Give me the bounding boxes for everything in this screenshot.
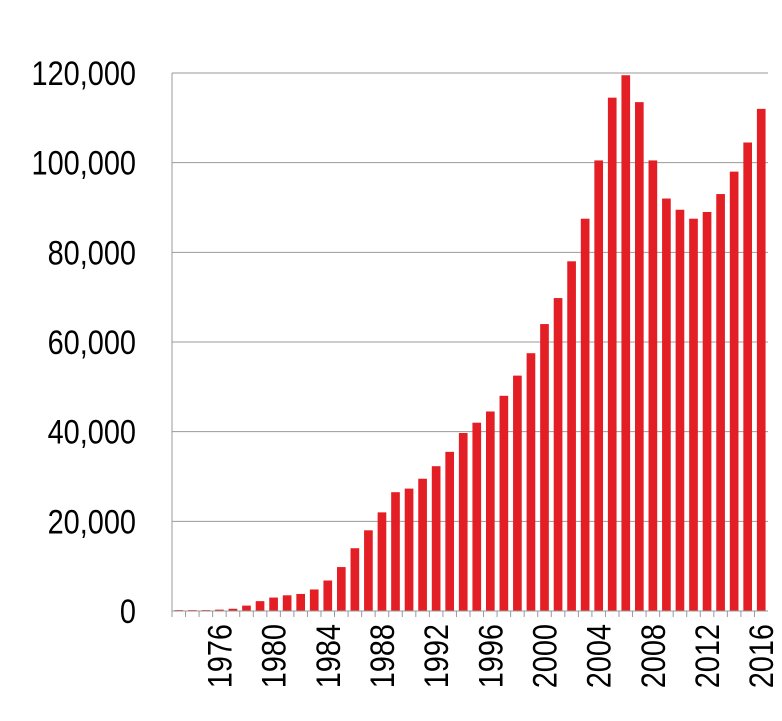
bar bbox=[215, 609, 224, 611]
y-tick-label: 20,000 bbox=[48, 502, 136, 541]
x-tick-label: 1976 bbox=[200, 624, 239, 688]
bar bbox=[472, 422, 482, 611]
bar bbox=[485, 411, 495, 611]
x-tick-label: 2004 bbox=[579, 624, 618, 688]
bar bbox=[716, 194, 725, 612]
bar bbox=[594, 160, 604, 612]
bar bbox=[689, 218, 698, 612]
bar bbox=[634, 102, 644, 612]
bar bbox=[336, 567, 346, 611]
bar bbox=[621, 75, 631, 611]
bar bbox=[431, 466, 441, 611]
bar bbox=[323, 580, 333, 611]
x-tick-label: 1984 bbox=[309, 624, 348, 688]
bar bbox=[648, 160, 658, 612]
y-tick-label: 60,000 bbox=[48, 323, 136, 362]
x-tick-label: 2008 bbox=[634, 624, 673, 688]
y-tick-label: 40,000 bbox=[48, 412, 136, 451]
x-tick-label: 2000 bbox=[525, 624, 564, 688]
bar bbox=[255, 601, 265, 611]
x-tick-label: 1992 bbox=[417, 624, 456, 688]
bar bbox=[702, 211, 712, 611]
bar bbox=[540, 324, 549, 611]
bar bbox=[607, 97, 617, 612]
bar bbox=[309, 589, 319, 611]
bar bbox=[228, 608, 238, 611]
bar bbox=[296, 593, 306, 611]
bar bbox=[350, 548, 360, 611]
y-tick-label: 0 bbox=[120, 592, 136, 631]
bar bbox=[364, 530, 373, 611]
bar bbox=[458, 433, 468, 611]
bar bbox=[580, 218, 590, 612]
y-tick-label: 100,000 bbox=[32, 143, 136, 182]
bar bbox=[675, 209, 685, 611]
bar bbox=[282, 595, 292, 611]
bar bbox=[729, 171, 739, 611]
y-tick-label: 80,000 bbox=[48, 233, 136, 272]
bar bbox=[377, 512, 387, 611]
bar bbox=[513, 375, 522, 611]
x-tick-label: 1980 bbox=[254, 624, 293, 688]
x-tick-label: 1988 bbox=[363, 624, 402, 688]
bar bbox=[269, 597, 278, 611]
bar bbox=[662, 198, 671, 612]
bar bbox=[499, 395, 509, 611]
x-tick-label: 2012 bbox=[688, 624, 727, 688]
bar bbox=[418, 478, 427, 611]
bar bbox=[553, 298, 563, 611]
x-tick-label: 1996 bbox=[471, 624, 510, 688]
bar bbox=[567, 261, 576, 611]
bar bbox=[404, 488, 414, 611]
bar bbox=[445, 451, 455, 611]
bar bbox=[391, 492, 400, 611]
bar bbox=[242, 605, 251, 611]
bar bbox=[743, 142, 753, 611]
bar bbox=[756, 108, 766, 611]
y-tick-label: 120,000 bbox=[32, 54, 136, 93]
bar bbox=[526, 353, 536, 611]
x-tick-label: 2016 bbox=[742, 624, 781, 688]
